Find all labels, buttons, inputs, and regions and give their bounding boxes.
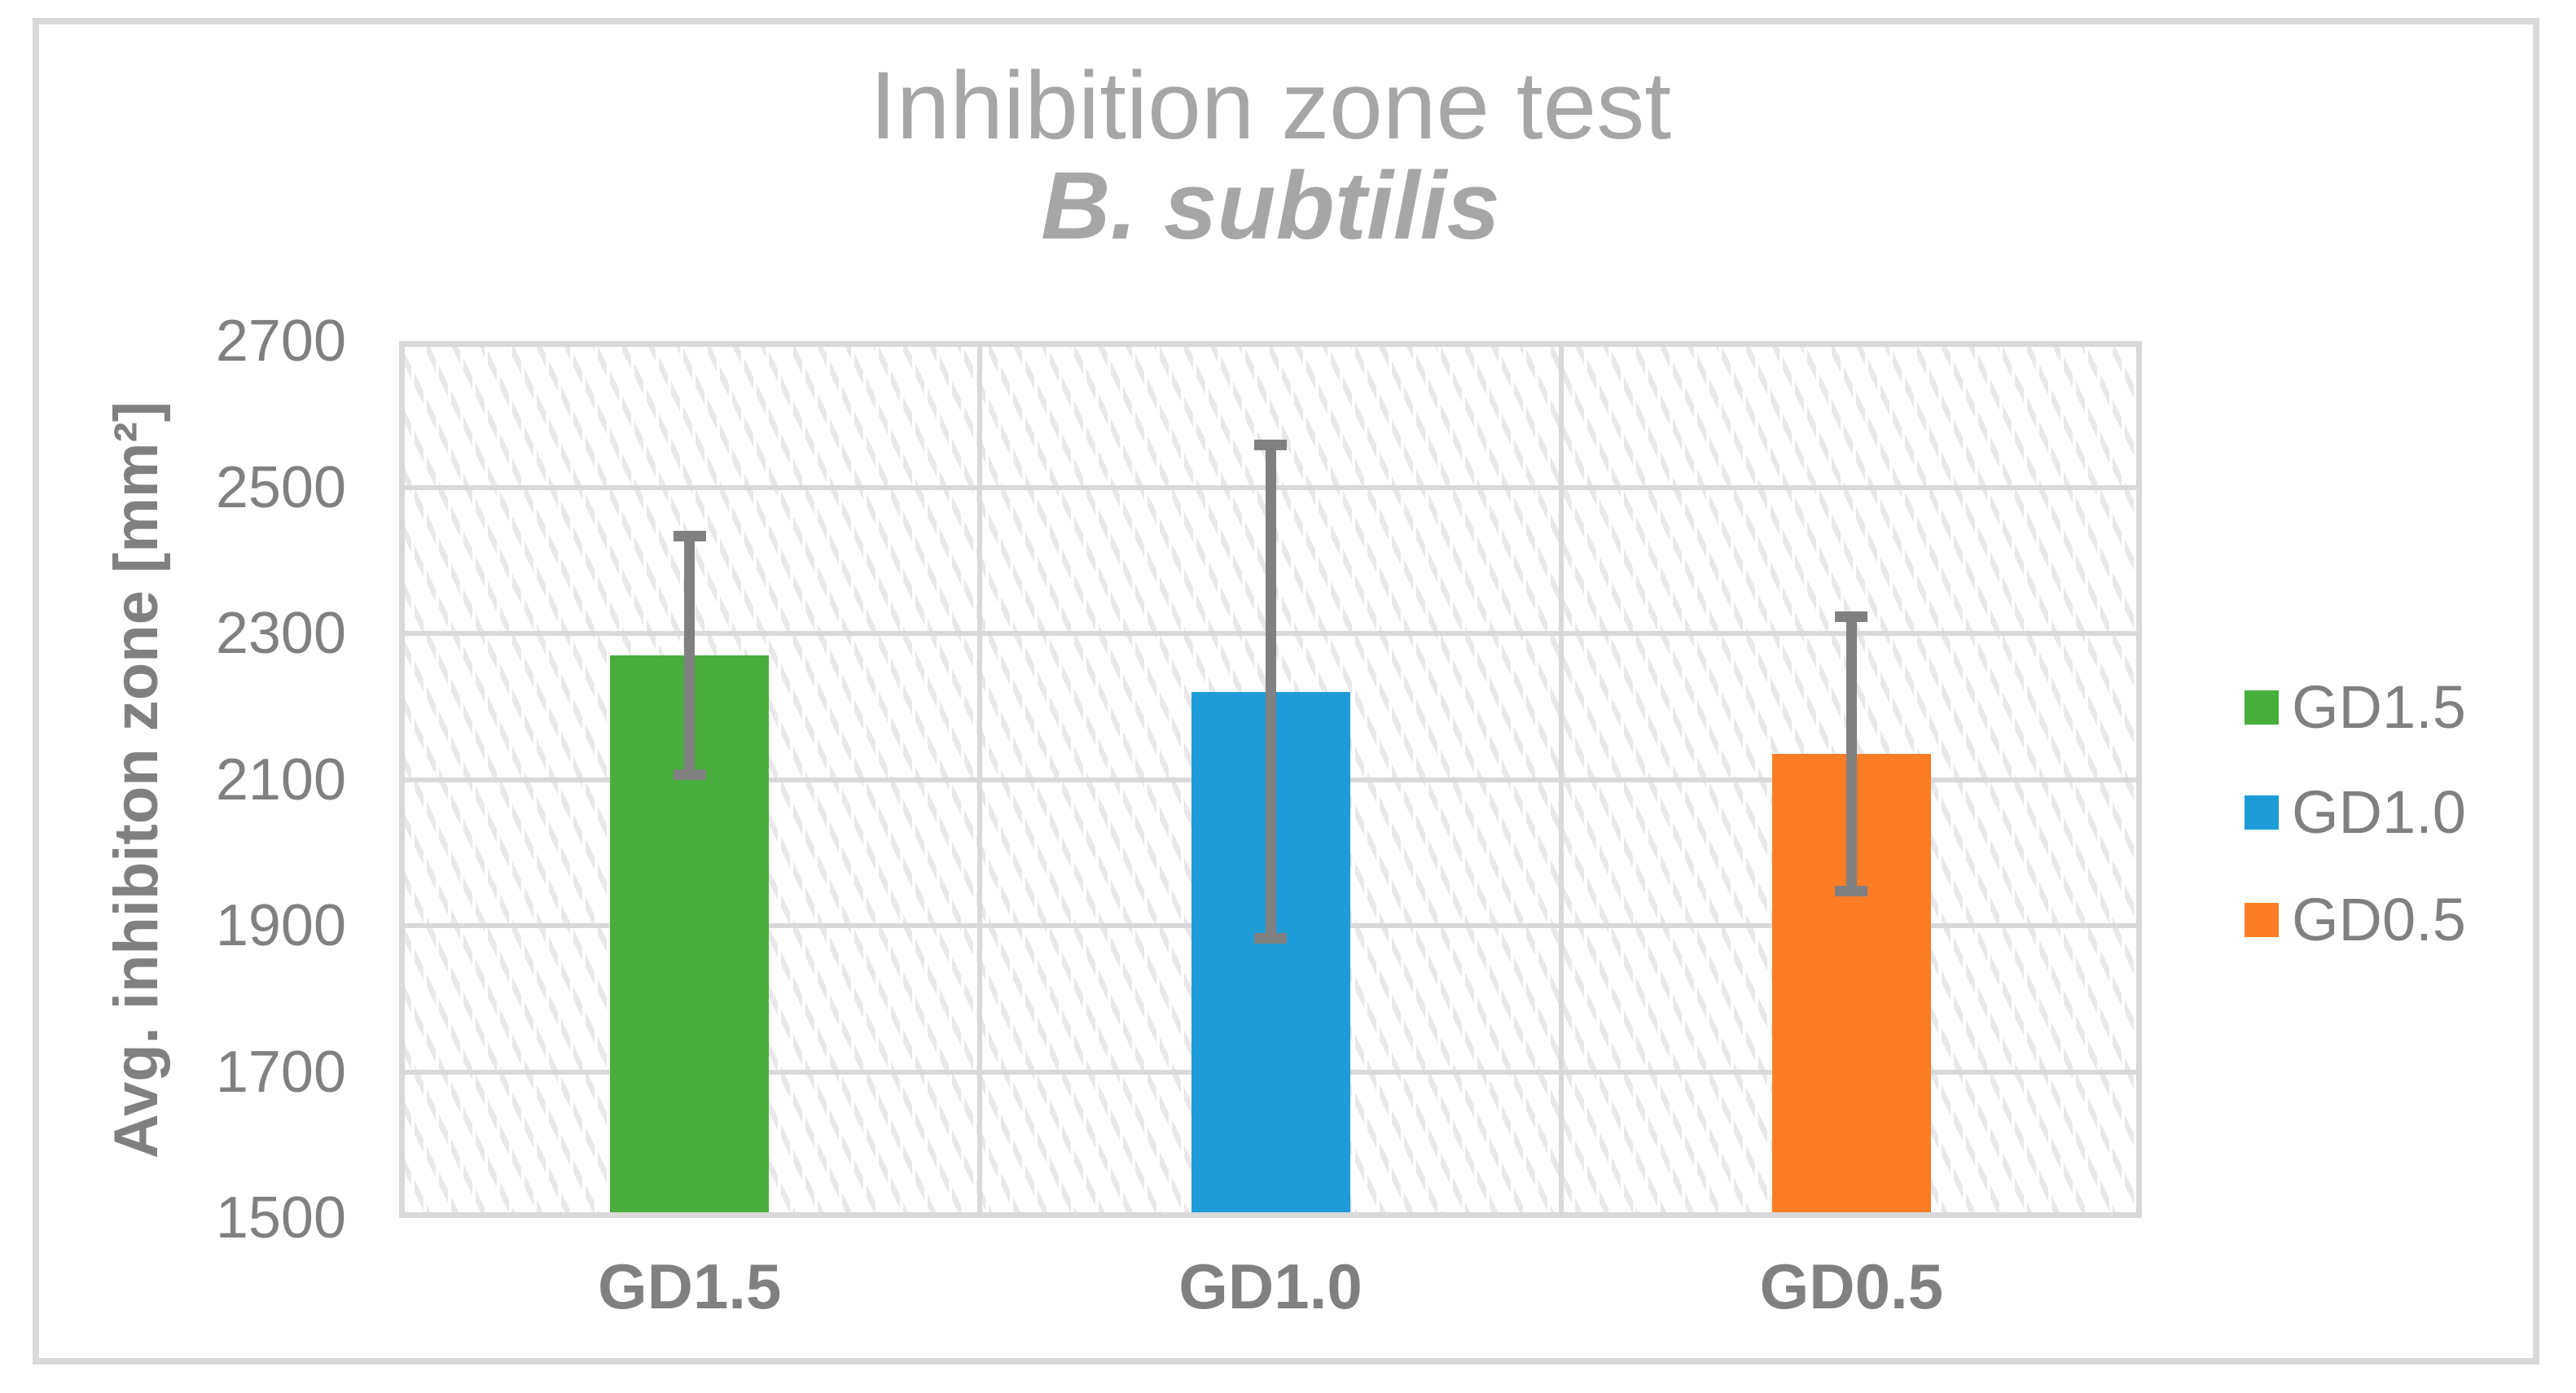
legend-label: GD0.5 (2292, 886, 2466, 953)
legend-item: GD1.0 (2245, 778, 2466, 847)
legend-swatch (2245, 903, 2279, 937)
y-tick-label: 2300 (215, 601, 346, 666)
error-bar (1845, 611, 1857, 897)
legend-swatch (2245, 690, 2279, 725)
y-tick-label: 1900 (215, 893, 346, 958)
legend-label: GD1.5 (2292, 673, 2466, 741)
v-gridline (977, 341, 983, 1218)
plot-border-bottom (399, 1212, 2142, 1218)
legend-item: GD0.5 (2245, 886, 2466, 954)
plot-border-top (399, 341, 2142, 347)
v-gridline (1558, 341, 1564, 1218)
chart-title: Inhibition zone test (870, 52, 1671, 160)
error-bar-cap-top (1254, 440, 1287, 451)
plot-area (399, 341, 2142, 1218)
y-tick-label: 2700 (215, 309, 346, 374)
error-bar-cap-bottom (1835, 886, 1868, 897)
chart-subtitle: B. subtilis (1041, 152, 1500, 260)
y-tick-label: 2500 (215, 454, 346, 520)
error-bar (1265, 440, 1276, 944)
y-tick-label: 2100 (215, 747, 346, 813)
x-category-label: GD1.5 (597, 1251, 782, 1322)
legend-swatch (2245, 795, 2279, 830)
y-tick-label: 1500 (215, 1185, 346, 1251)
error-bar-cap-bottom (673, 769, 706, 780)
x-category-label: GD1.0 (1178, 1251, 1363, 1322)
legend-label: GD1.0 (2292, 778, 2466, 846)
legend: GD1.5 GD1.0 GD0.5 (2245, 0, 2570, 1393)
y-tick-label: 1700 (215, 1039, 346, 1105)
error-bar-cap-top (673, 531, 706, 542)
error-bar (684, 531, 696, 780)
error-bar-cap-bottom (1254, 933, 1287, 944)
x-category-label: GD0.5 (1759, 1251, 1944, 1322)
error-bar-cap-top (1835, 611, 1868, 623)
plot-border-right (2136, 341, 2142, 1218)
plot-border-left (399, 341, 405, 1218)
legend-item: GD1.5 (2245, 673, 2466, 742)
